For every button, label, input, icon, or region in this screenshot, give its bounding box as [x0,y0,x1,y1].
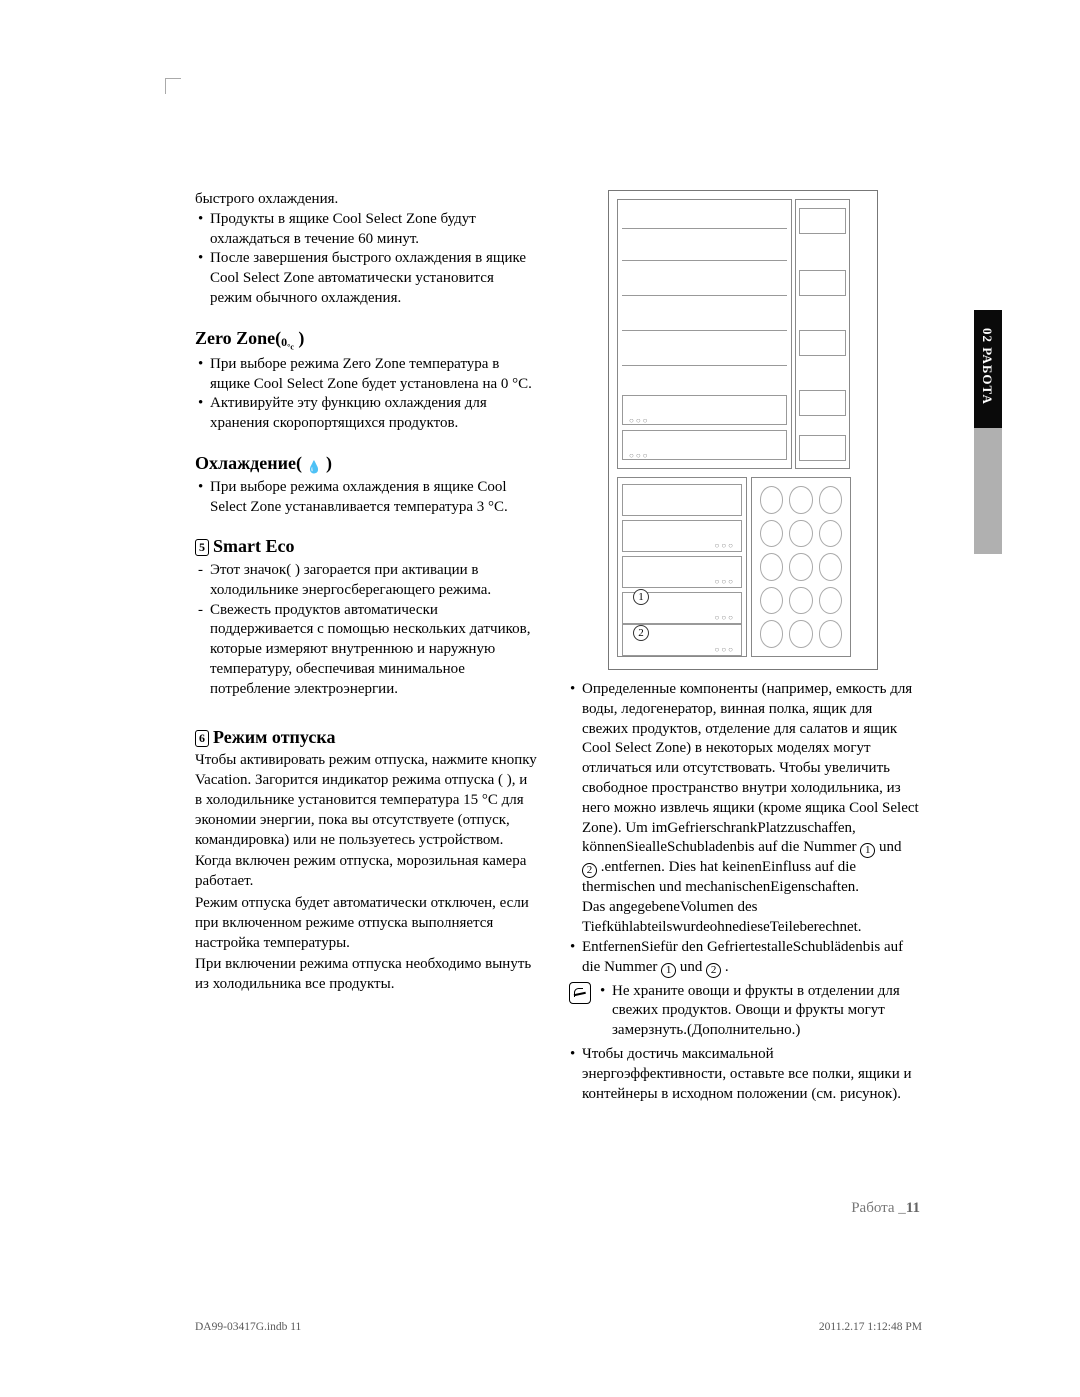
intro-continuation: быстрого охлаждения. [195,190,537,210]
vacation-heading: 6Режим отпуска [195,726,537,750]
droplet-icon: 💧 [306,460,321,476]
smart-eco-heading: 5Smart Eco [195,535,537,559]
right-bullet-main: Определенные компоненты (например, емкос… [582,680,919,938]
note-text: Не храните овощи и фрукты в отделении дл… [612,982,919,1041]
right-bullet-second: EntfernenSiefür den GefriertestalleSchub… [582,938,919,978]
intro-bullet: Продукты в ящике Cool Select Zone будут … [210,210,537,250]
print-marks: DA99-03417G.indb 11 2011.2.17 1:12:48 PM [195,1321,922,1333]
note-box: Не храните овощи и фрукты в отделении дл… [567,982,919,1041]
note-icon [569,982,591,1004]
vacation-para: Режим отпуска будет автоматически отключ… [195,894,537,953]
fridge-diagram: ○○○ ○○○ ○○○ ○○○ ○○○ ○○○ [608,190,878,670]
inline-circ-1b: 1 [661,963,676,978]
inline-circ-2b: 2 [706,963,721,978]
print-timestamp: 2011.2.17 1:12:48 PM [819,1321,922,1333]
inline-circ-1: 1 [860,843,875,858]
diagram-label-2: 2 [633,625,649,641]
vacation-para: Когда включен режим отпуска, морозильная… [195,852,537,892]
zero-zone-heading: Zero Zone(0°c ) [195,327,537,353]
cooling-bullet: При выборе режима охлаждения в ящике Coo… [210,478,537,518]
smart-eco-item: Свежесть продуктов автоматически поддерж… [210,601,537,700]
vacation-para: Чтобы активировать режим отпуска, нажмит… [195,751,537,850]
right-bullet-last: Чтобы достичь максимальной энергоэффекти… [582,1045,919,1104]
crop-mark [165,78,181,94]
inline-circ-2: 2 [582,863,597,878]
page-content: быстрого охлаждения. Продукты в ящике Co… [195,190,925,1104]
section-tab-label: 02 РАБОТА [979,328,995,405]
cooling-heading: Охлаждение( 💧 ) [195,452,537,476]
section-number-5: 5 [195,539,209,556]
zero-zone-bullet: При выборе режима Zero Zone температура … [210,355,537,395]
diagram-label-1: 1 [633,589,649,605]
vacation-para: При включении режима отпуска необходимо … [195,955,537,995]
intro-bullet: После завершения быстрого охлаждения в я… [210,249,537,308]
zero-zone-icon: 0°c [281,335,294,353]
page-footer-label: Работа _11 [851,1200,920,1217]
section-number-6: 6 [195,730,209,747]
section-tab: 02 РАБОТА [974,310,1002,554]
zero-zone-bullet: Активируйте эту функцию охлаждения для х… [210,394,537,434]
right-column: ○○○ ○○○ ○○○ ○○○ ○○○ ○○○ [567,190,919,1104]
smart-eco-item: Этот значок( ) загорается при активации … [210,561,537,601]
left-column: быстрого охлаждения. Продукты в ящике Co… [195,190,537,1104]
file-name: DA99-03417G.indb 11 [195,1321,301,1333]
